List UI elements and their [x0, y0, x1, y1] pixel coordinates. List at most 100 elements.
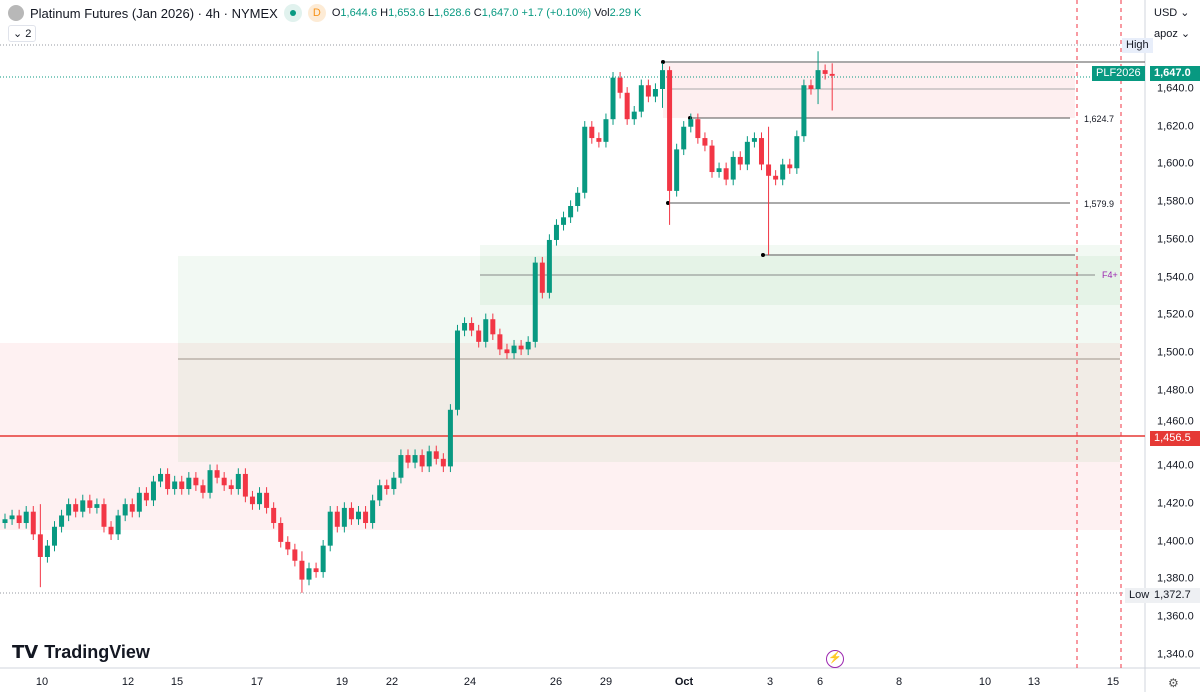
candle-body [766, 164, 772, 176]
candle-body [377, 485, 383, 501]
candle-body [9, 515, 15, 520]
candle-body [483, 319, 489, 342]
y-tick: 1,540.0 [1157, 271, 1194, 284]
candle-body [356, 511, 361, 520]
x-tick: 10 [35, 676, 49, 688]
market-open-icon[interactable] [283, 4, 302, 22]
candle-body [66, 504, 72, 516]
low-label: Low [1125, 588, 1154, 603]
indicators-toggle[interactable]: ⌄ 2 [8, 25, 37, 42]
x-tick: 29 [599, 676, 613, 688]
symbol-label: PLF2026 [1092, 66, 1145, 81]
candle-body [51, 526, 57, 546]
candle-body [334, 511, 340, 527]
currency-select[interactable]: USD ⌄ [1150, 4, 1196, 22]
candle-body [674, 149, 680, 191]
candle-body [681, 126, 687, 150]
candle-body [490, 319, 496, 335]
candle-body [469, 322, 475, 331]
ohlc-values: O1,644.6 H1,653.6 L1,628.6 C1,647.0 +1.7… [331, 7, 642, 19]
y-tick: 1,580.0 [1157, 195, 1194, 208]
candle-body [589, 126, 595, 139]
tradingview-logo[interactable]: 𝗧𝗩 TradingView [12, 642, 150, 662]
level-label-2: 1,579.9 [1084, 199, 1115, 209]
y-tick: 1,560.0 [1157, 233, 1194, 246]
candle-body [200, 485, 206, 493]
candle-body [539, 262, 545, 293]
candle-body [652, 89, 658, 97]
candle-body [405, 455, 411, 463]
low-price-label: 1,372.7 [1150, 588, 1200, 603]
candle-body [59, 515, 65, 527]
x-tick: 10 [978, 676, 992, 688]
candle-body [737, 156, 743, 165]
red-line-price-label: 1,456.5 [1150, 431, 1200, 446]
y-tick: 1,400.0 [1157, 535, 1194, 548]
x-tick: 13 [1027, 676, 1041, 688]
tv-logo-icon: 𝗧𝗩 [12, 642, 39, 662]
candle-body [610, 77, 616, 120]
candle-body [221, 477, 227, 486]
x-tick: 6 [816, 676, 824, 688]
candle-body [575, 192, 581, 206]
candle-body [723, 168, 729, 180]
x-tick: 15 [170, 676, 184, 688]
candle-body [660, 70, 666, 89]
symbol-header: Platinum Futures (Jan 2026) · 4h · NYMEX… [8, 4, 641, 22]
candle-body [497, 334, 503, 350]
candle-body [292, 549, 298, 561]
last-price-label: 1,647.0 [1150, 66, 1200, 81]
resistance-zone [663, 63, 1075, 118]
candle-body [758, 138, 764, 165]
flash-icon[interactable]: ⚡ [826, 650, 844, 668]
scale-select[interactable]: apoz ⌄ [1150, 25, 1196, 43]
candle-body [780, 164, 786, 180]
candle-body [370, 500, 376, 524]
level-label-1: 1,624.7 [1084, 114, 1115, 124]
candle-body [624, 92, 630, 120]
candle-body [235, 473, 241, 490]
candle-body [143, 492, 149, 501]
f4-label: F4+ [1102, 270, 1118, 280]
candle-body [419, 455, 425, 467]
y-tick: 1,600.0 [1157, 157, 1194, 170]
candle-body [264, 492, 270, 508]
candle-body [631, 111, 637, 120]
candle-body [44, 545, 50, 557]
candle-body [158, 473, 164, 482]
y-tick: 1,640.0 [1157, 82, 1194, 95]
candle-body [433, 451, 439, 459]
candle-body [150, 481, 156, 501]
candle-body [122, 504, 128, 516]
candle-body [257, 492, 263, 505]
candle-body [214, 470, 220, 478]
candle-body [511, 345, 517, 354]
candle-body [688, 119, 694, 127]
x-tick: 24 [463, 676, 477, 688]
candle-body [348, 507, 354, 520]
candle-body [568, 205, 574, 218]
candle-body [518, 345, 524, 350]
candle-body [73, 504, 79, 512]
candle-body [440, 458, 446, 467]
candle-body [249, 496, 255, 505]
x-tick: 22 [385, 676, 399, 688]
settings-gear-icon[interactable]: ⚙ [1168, 676, 1179, 690]
y-tick: 1,500.0 [1157, 346, 1194, 359]
x-tick: Oct [674, 676, 694, 688]
candle-body [94, 504, 100, 508]
delayed-badge[interactable]: D [307, 4, 326, 22]
candle-body [186, 477, 192, 490]
candle-body [313, 568, 319, 573]
candle-body [228, 485, 234, 490]
symbol-title[interactable]: Platinum Futures (Jan 2026) · 4h · NYMEX [30, 5, 278, 21]
candle-body [525, 341, 531, 350]
x-tick: 12 [121, 676, 135, 688]
ray-anchor [661, 60, 665, 64]
y-tick: 1,440.0 [1157, 459, 1194, 472]
y-tick: 1,340.0 [1157, 648, 1194, 661]
candle-body [108, 526, 114, 535]
candle-body [115, 515, 121, 535]
candle-body [546, 239, 552, 293]
